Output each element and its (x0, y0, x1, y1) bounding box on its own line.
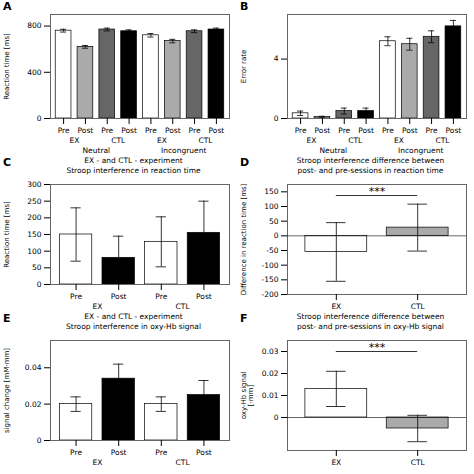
svg-text:250: 250 (27, 197, 42, 206)
svg-text:Neutral: Neutral (82, 146, 110, 155)
svg-text:0: 0 (274, 114, 279, 123)
html-text:D: D (240, 156, 250, 169)
svg-text:0.04: 0.04 (25, 363, 42, 372)
svg-text:-100: -100 (261, 261, 278, 270)
html-text:EX - and CTL - experiment Stro: EX - and CTL - experiment Stroop interfe… (66, 312, 201, 331)
svg-text:Post: Post (315, 126, 331, 135)
html-text:Stroop interference difference: Stroop interference difference between p… (296, 312, 445, 331)
svg-text:CTL: CTL (198, 136, 213, 145)
svg-text:100: 100 (27, 247, 42, 256)
svg-text:Pre: Pre (155, 448, 167, 457)
svg-text:150: 150 (27, 230, 42, 239)
svg-text:Pre: Pre (58, 126, 70, 135)
html-text:Stroop interference difference: Stroop interference difference between p… (296, 156, 445, 175)
svg-text:CTL: CTL (176, 458, 191, 467)
svg-text:0.01: 0.01 (262, 391, 279, 400)
svg-text:EX: EX (331, 458, 341, 467)
svg-text:Reaction time [ms]: Reaction time [ms] (3, 33, 11, 100)
svg-text:signal change [mM·mm]: signal change [mM·mm] (3, 348, 11, 433)
svg-text:300: 300 (27, 180, 42, 189)
svg-text:Pre: Pre (145, 126, 157, 135)
svg-text:EX: EX (92, 302, 102, 311)
svg-text:CTL: CTL (411, 458, 426, 467)
svg-text:Post: Post (196, 448, 212, 457)
svg-text:0.03: 0.03 (262, 347, 279, 356)
svg-text:0: 0 (37, 280, 42, 289)
html-text:EX - and CTL - experiment Stro: EX - and CTL - experiment Stroop interfe… (66, 156, 201, 175)
svg-text:Pre: Pre (70, 448, 82, 457)
svg-text:EX: EX (92, 458, 102, 467)
svg-text:Pre: Pre (189, 126, 201, 135)
svg-text:50: 50 (269, 217, 279, 226)
html-text:E: E (3, 312, 11, 325)
svg-text:Incongruent: Incongruent (398, 146, 443, 155)
svg-text:0: 0 (37, 436, 42, 445)
svg-text:EX: EX (157, 136, 167, 145)
svg-text:EX: EX (331, 302, 341, 311)
svg-text:Pre: Pre (70, 292, 82, 301)
svg-text:Neutral: Neutral (319, 146, 347, 155)
svg-text:Post: Post (78, 126, 94, 135)
svg-text:50: 50 (32, 263, 42, 272)
svg-text:EX: EX (307, 136, 317, 145)
svg-text:EX: EX (394, 136, 404, 145)
svg-text:-200: -200 (261, 290, 278, 299)
html-text:F: F (240, 312, 248, 325)
svg-text:Post: Post (446, 126, 462, 135)
svg-text:400: 400 (27, 68, 42, 77)
html-text:C: C (3, 156, 12, 169)
svg-text:0: 0 (274, 231, 279, 240)
svg-text:Post: Post (358, 126, 374, 135)
svg-text:Pre: Pre (155, 292, 167, 301)
svg-text:Difference in reaction time [m: Difference in reaction time [ms] (240, 183, 248, 295)
svg-text:150: 150 (264, 187, 279, 196)
svg-text:200: 200 (27, 213, 42, 222)
svg-text:0: 0 (37, 114, 42, 123)
svg-text:-50: -50 (266, 246, 278, 255)
svg-text:Post: Post (165, 126, 181, 135)
svg-text:800: 800 (27, 21, 42, 30)
svg-text:Post: Post (111, 292, 127, 301)
svg-text:CTL: CTL (111, 136, 126, 145)
svg-text:0: 0 (274, 413, 279, 422)
svg-text:***: *** (369, 185, 386, 198)
svg-text:Error rate: Error rate (240, 50, 248, 84)
svg-text:0.02: 0.02 (262, 369, 279, 378)
html-text:A: A (3, 0, 12, 13)
svg-text:Post: Post (402, 126, 418, 135)
svg-text:Incongruent: Incongruent (161, 146, 206, 155)
svg-text:***: *** (369, 341, 386, 354)
svg-text:4: 4 (274, 54, 279, 63)
svg-text:EX: EX (70, 136, 80, 145)
svg-text:-150: -150 (261, 275, 278, 284)
svg-text:0.02: 0.02 (25, 400, 42, 409)
svg-text:oxy-Hb signal[·mm]: oxy-Hb signal[·mm] (240, 372, 255, 419)
svg-text:Pre: Pre (101, 126, 113, 135)
svg-text:Pre: Pre (295, 126, 307, 135)
svg-text:Pre: Pre (426, 126, 438, 135)
svg-text:Pre: Pre (382, 126, 394, 135)
svg-text:Post: Post (196, 292, 212, 301)
svg-text:CTL: CTL (411, 302, 426, 311)
svg-text:100: 100 (264, 202, 279, 211)
html-text:B: B (240, 0, 249, 13)
svg-text:CTL: CTL (348, 136, 363, 145)
svg-text:Reaction time [ms]: Reaction time [ms] (3, 201, 11, 268)
svg-text:Post: Post (111, 448, 127, 457)
svg-text:CTL: CTL (176, 302, 191, 311)
svg-text:Pre: Pre (338, 126, 350, 135)
svg-text:Post: Post (121, 126, 137, 135)
svg-text:CTL: CTL (435, 136, 450, 145)
svg-text:Post: Post (209, 126, 225, 135)
